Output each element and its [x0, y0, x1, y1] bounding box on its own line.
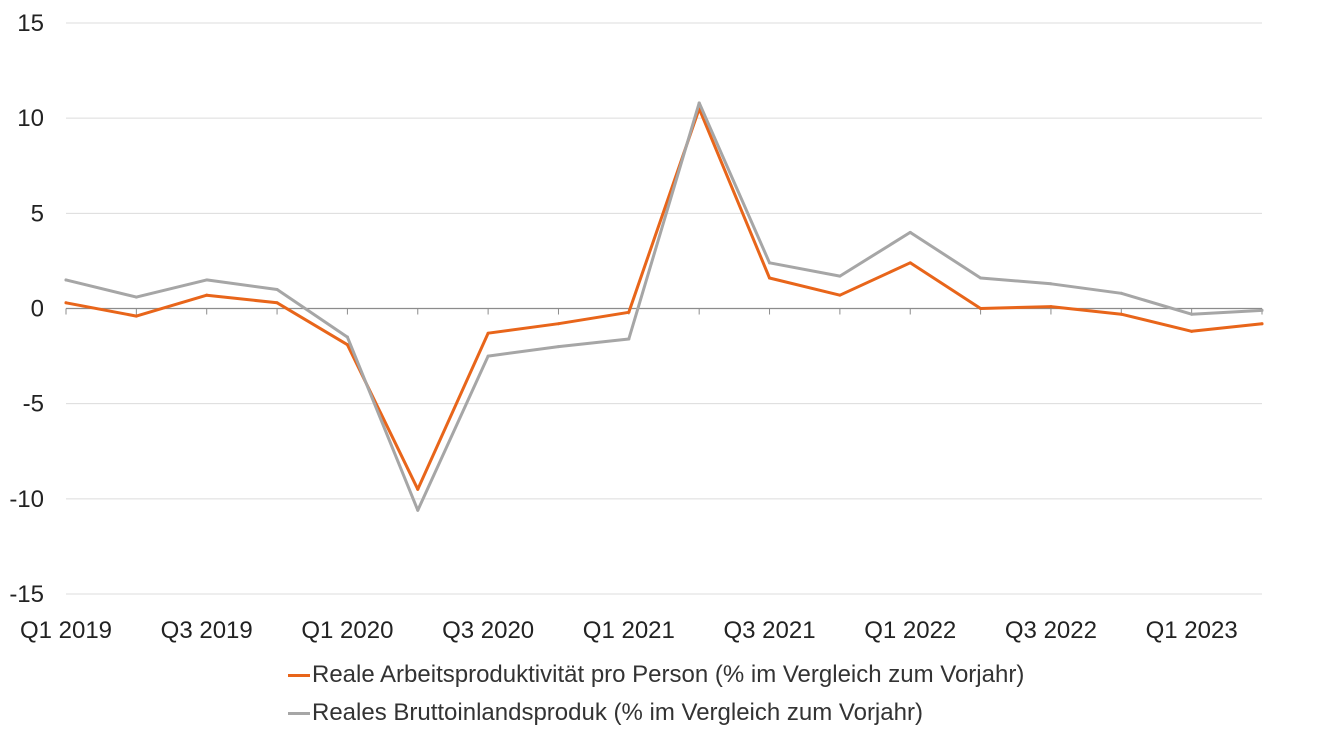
- data-point-gdp: [134, 295, 138, 299]
- data-point-productivity: [979, 307, 983, 310]
- data-point-productivity: [416, 487, 420, 491]
- x-tick-label: Q3 2020: [442, 617, 534, 644]
- y-tick-label: -10: [9, 486, 44, 513]
- x-tick-label: Q1 2022: [864, 617, 956, 644]
- data-point-gdp: [205, 278, 209, 282]
- data-point-gdp: [627, 337, 631, 341]
- series-line-gdp: [64, 101, 1264, 512]
- data-point-gdp: [345, 335, 349, 339]
- series-lines: [64, 101, 1264, 512]
- legend-label-gdp: Reales Bruttoinlandsproduk (% im Verglei…: [312, 699, 923, 726]
- line-chart: 15 10 5 0 -5 -10 -15 Q1 2019 Q3 2019 Q1 2020 Q3 20…: [9, 10, 1264, 644]
- data-point-gdp: [275, 287, 279, 291]
- data-point-gdp: [486, 354, 490, 358]
- data-point-productivity: [908, 261, 912, 265]
- x-tick-label: Q3 2022: [1005, 617, 1097, 644]
- x-tick-label: Q1 2020: [301, 617, 393, 644]
- x-tick-label: Q1 2019: [20, 617, 112, 644]
- data-point-productivity: [1049, 305, 1053, 309]
- data-point-productivity: [205, 293, 209, 297]
- data-point-gdp: [1260, 308, 1264, 312]
- y-tick-label: -15: [9, 581, 44, 608]
- data-point-productivity: [1190, 329, 1194, 333]
- data-point-gdp: [1190, 312, 1194, 316]
- x-tick-label: Q3 2021: [723, 617, 815, 644]
- x-tick-label: Q1 2021: [583, 617, 675, 644]
- series-line-productivity: [64, 107, 1264, 491]
- data-point-productivity: [1260, 322, 1264, 326]
- data-point-productivity: [1119, 312, 1123, 316]
- legend-swatch-gdp: [288, 711, 310, 715]
- y-tick-label: 15: [17, 10, 44, 37]
- legend-swatch-productivity: [288, 673, 310, 677]
- data-point-gdp: [1119, 291, 1123, 295]
- data-point-productivity: [556, 322, 560, 326]
- data-point-gdp: [768, 261, 772, 265]
- y-tick-label: 10: [17, 105, 44, 132]
- data-point-productivity: [134, 314, 138, 318]
- data-point-gdp: [1049, 282, 1053, 286]
- legend-label-productivity: Reale Arbeitsproduktivität pro Person (%…: [312, 661, 1025, 688]
- data-point-productivity: [768, 276, 772, 280]
- data-point-productivity: [627, 310, 631, 314]
- data-point-gdp: [838, 274, 842, 278]
- y-tick-label: 5: [31, 200, 44, 227]
- data-point-productivity: [838, 293, 842, 297]
- y-tick-label: 0: [31, 296, 44, 323]
- axes: 15 10 5 0 -5 -10 -15 Q1 2019 Q3 2019 Q1 2020 Q3 20…: [9, 10, 1263, 644]
- legend: Reale Arbeitsproduktivität pro Person (%…: [288, 656, 1024, 732]
- data-point-gdp: [416, 508, 420, 512]
- data-point-gdp: [697, 101, 701, 105]
- data-point-gdp: [979, 276, 983, 280]
- data-point-productivity: [64, 301, 68, 305]
- x-tick-label: Q3 2019: [161, 617, 253, 644]
- data-point-productivity: [486, 331, 490, 335]
- data-point-gdp: [64, 278, 68, 282]
- data-point-productivity: [345, 343, 349, 347]
- legend-item-gdp: Reales Bruttoinlandsproduk (% im Verglei…: [288, 694, 1024, 732]
- data-point-gdp: [556, 345, 560, 349]
- y-tick-label: -5: [23, 391, 44, 418]
- data-point-gdp: [908, 230, 912, 234]
- x-tick-label: Q1 2023: [1146, 617, 1238, 644]
- data-point-productivity: [275, 301, 279, 305]
- legend-item-productivity: Reale Arbeitsproduktivität pro Person (%…: [288, 656, 1024, 694]
